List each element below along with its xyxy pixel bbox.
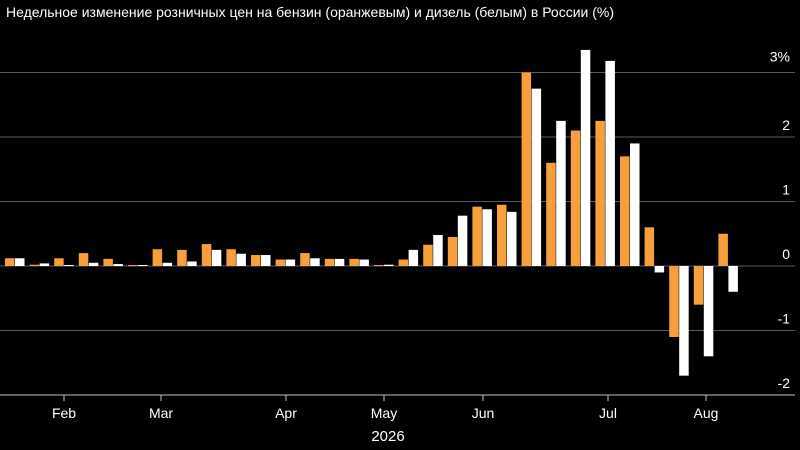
x-tick-label: Feb: [52, 405, 76, 421]
bars: [5, 49, 738, 376]
x-tick-label: May: [371, 405, 397, 421]
bar-gasoline: [103, 258, 113, 266]
y-tick-label: 0: [782, 246, 790, 262]
bar-diesel: [679, 266, 689, 376]
bar-diesel: [211, 249, 222, 266]
bar-gasoline: [275, 259, 286, 266]
bar-diesel: [728, 266, 738, 292]
bar-diesel: [88, 262, 99, 266]
y-tick-label: 2: [782, 117, 790, 133]
bar-gasoline: [718, 233, 728, 266]
bar-diesel: [162, 262, 173, 266]
bar-diesel: [187, 261, 197, 266]
bar-diesel: [261, 255, 271, 266]
x-year-label: 2026: [371, 428, 404, 445]
bar-gasoline: [374, 265, 384, 266]
axes: 3% 2 1 0 -1 -2 Feb Mar Apr May Jun Jul Aug 2026: [0, 49, 795, 445]
bar-diesel: [605, 60, 615, 266]
bar-diesel: [482, 209, 492, 266]
bar-diesel: [39, 263, 50, 266]
x-tick-label: Jul: [599, 405, 617, 421]
bar-diesel: [236, 253, 246, 266]
bar-diesel: [556, 120, 566, 266]
bar-diesel: [457, 215, 468, 266]
bar-gasoline: [226, 249, 236, 266]
bar-diesel: [507, 211, 517, 266]
bar-gasoline: [128, 265, 138, 266]
bar-diesel: [580, 49, 591, 266]
bar-diesel: [384, 264, 394, 266]
bar-diesel: [113, 264, 123, 266]
bar-diesel: [138, 265, 148, 266]
bar-gasoline: [5, 258, 15, 266]
bar-diesel: [531, 88, 542, 266]
bar-diesel: [15, 258, 25, 266]
bar-diesel: [310, 258, 320, 266]
bar-gasoline: [349, 258, 359, 266]
bar-gasoline: [620, 156, 630, 266]
bar-gasoline: [423, 244, 433, 266]
bar-diesel: [433, 235, 443, 266]
x-tick-label: Jun: [472, 405, 495, 421]
bar-diesel: [408, 249, 419, 266]
bar-gasoline: [78, 253, 89, 266]
y-tick-label: 3%: [770, 49, 790, 65]
x-tick-label: Aug: [694, 405, 719, 421]
bar-gasoline: [521, 72, 532, 266]
bar-diesel: [334, 258, 345, 266]
bar-diesel: [285, 259, 296, 266]
bar-gasoline: [447, 236, 458, 266]
bar-diesel: [630, 143, 640, 266]
bar-gasoline: [595, 120, 605, 266]
bar-gasoline: [152, 249, 163, 266]
x-tick-label: Mar: [149, 405, 173, 421]
bar-gasoline: [497, 204, 507, 266]
bar-gasoline: [54, 258, 64, 266]
bar-gasoline: [546, 162, 556, 266]
bar-gasoline: [29, 264, 40, 266]
y-tick-label: -2: [778, 375, 791, 391]
bar-gasoline: [251, 255, 261, 266]
x-tick-label: Apr: [275, 405, 297, 421]
bar-diesel: [654, 266, 665, 273]
y-tick-label: -1: [778, 311, 791, 327]
bar-gasoline: [324, 258, 335, 266]
bar-gasoline: [693, 266, 704, 305]
bar-gasoline: [570, 130, 581, 266]
bar-gasoline: [644, 227, 655, 266]
bar-gasoline: [300, 253, 310, 266]
bar-diesel: [359, 259, 369, 266]
bar-gasoline: [398, 259, 409, 266]
bar-gasoline: [201, 244, 212, 266]
bar-diesel: [703, 266, 714, 357]
grid-lines: [0, 72, 795, 396]
bar-gasoline: [472, 206, 482, 266]
bar-diesel: [64, 265, 74, 266]
chart-title: Недельное изменение розничных цен на бен…: [6, 4, 615, 20]
bar-gasoline: [669, 266, 679, 337]
bar-gasoline: [177, 249, 187, 266]
y-tick-label: 1: [782, 182, 790, 198]
